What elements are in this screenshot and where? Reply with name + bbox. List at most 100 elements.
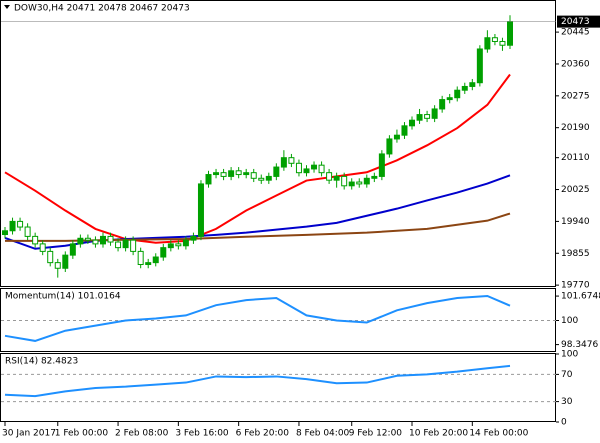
indicator-line	[4, 364, 511, 398]
candle-body	[62, 254, 69, 269]
candle-body	[333, 175, 340, 181]
x-tick-label: 3 Feb 16:00	[175, 429, 229, 439]
candle-body	[145, 262, 152, 266]
candle-body	[220, 172, 227, 177]
candle-body	[288, 157, 295, 164]
candle-body	[499, 40, 506, 46]
candle-body	[311, 164, 318, 170]
menu-triangle	[4, 5, 10, 9]
candle-body	[484, 37, 491, 50]
candle-body	[32, 235, 39, 245]
candle-body	[348, 181, 355, 187]
candle-body	[84, 237, 91, 241]
momentum-title: Momentum(14) 101.0164	[5, 292, 121, 302]
candle-body	[326, 172, 333, 181]
candle-body	[446, 97, 453, 101]
candle-body	[130, 239, 137, 252]
candle-body	[243, 172, 250, 176]
candle-body	[303, 168, 310, 174]
candle-body	[99, 235, 106, 245]
candle-body	[160, 247, 167, 258]
candle-body	[280, 157, 287, 168]
candle-body	[318, 164, 325, 174]
candle-body	[273, 166, 280, 177]
last-price-box	[557, 15, 600, 28]
candle-body	[439, 99, 446, 110]
candle-body	[454, 89, 461, 99]
candle-body	[2, 230, 8, 236]
candle-body	[39, 243, 46, 252]
indicator-line	[4, 73, 511, 244]
candle-body	[341, 175, 348, 187]
candle-body	[258, 177, 265, 181]
candle-body	[152, 256, 159, 264]
candle-body	[77, 237, 84, 245]
y-tick-label: 20025	[561, 185, 590, 195]
candle-body	[469, 82, 476, 87]
x-tick-label: 1 Feb 00:00	[55, 429, 109, 439]
candle-body	[167, 243, 174, 249]
y-tick-label: 20110	[561, 153, 590, 163]
candle-body	[476, 48, 483, 84]
candle-body	[197, 183, 204, 237]
x-tick-label: 6 Feb 20:00	[236, 429, 290, 439]
candle-body	[47, 250, 54, 264]
y-tick-label: 19855	[561, 249, 590, 259]
x-tick-label: 14 Feb 00:00	[469, 429, 528, 439]
y-tick-label: 19770	[561, 281, 590, 291]
candle-body	[205, 174, 212, 185]
candle-body	[250, 172, 257, 179]
y-tick-label: 30	[561, 397, 573, 407]
candle-body	[115, 241, 122, 249]
y-tick-label: 19940	[561, 217, 590, 227]
y-tick-label: 20275	[561, 91, 590, 101]
candle-body	[431, 108, 438, 119]
y-tick-label: 101.6748	[561, 292, 600, 302]
x-tick-label: 30 Jan 2017	[2, 429, 56, 439]
rsi-panel	[0, 353, 556, 422]
candle-body	[295, 162, 302, 174]
candle-body	[24, 226, 31, 237]
candle-body	[265, 175, 272, 181]
candle-body	[17, 220, 24, 228]
x-tick-label: 9 Feb 12:00	[349, 429, 403, 439]
x-tick-label: 8 Feb 04:00	[296, 429, 350, 439]
y-tick-label: 70	[561, 370, 573, 380]
candle-body	[507, 21, 513, 46]
x-tick-label: 2 Feb 08:00	[115, 429, 169, 439]
candle-body	[190, 235, 197, 241]
candle-body	[461, 85, 468, 91]
y-tick-label: 20190	[561, 123, 590, 133]
candle-body	[182, 239, 189, 247]
candle-body	[69, 243, 76, 256]
y-tick-label: 98.3476	[561, 340, 598, 350]
candle-body	[54, 262, 61, 269]
candle-body	[228, 170, 235, 177]
candle-body	[401, 125, 408, 136]
candle-body	[107, 235, 114, 243]
last-price-label: 20473	[561, 17, 590, 27]
y-tick-label: 20360	[561, 59, 590, 69]
indicator-line	[4, 294, 511, 342]
candle-body	[371, 175, 378, 179]
candle-body	[235, 170, 242, 176]
main-panel	[0, 0, 556, 287]
candle-body	[378, 153, 385, 177]
y-tick-label: 100	[561, 350, 578, 360]
candle-body	[409, 119, 416, 127]
candle-body	[92, 239, 99, 245]
candle-body	[9, 220, 16, 232]
y-tick-label: 0	[561, 418, 567, 428]
chart-title: DOW30,H4 20471 20478 20467 20473	[14, 4, 190, 14]
candle-body	[137, 250, 144, 266]
y-tick-label: 100	[561, 316, 578, 326]
candle-body	[213, 172, 220, 176]
candle-body	[491, 37, 498, 42]
candle-body	[175, 243, 182, 247]
candle-body	[416, 114, 423, 121]
x-tick-label: 10 Feb 20:00	[409, 429, 468, 439]
candle-body	[386, 138, 393, 155]
rsi-title: RSI(14) 82.4823	[5, 357, 78, 367]
indicator-line	[4, 174, 511, 250]
